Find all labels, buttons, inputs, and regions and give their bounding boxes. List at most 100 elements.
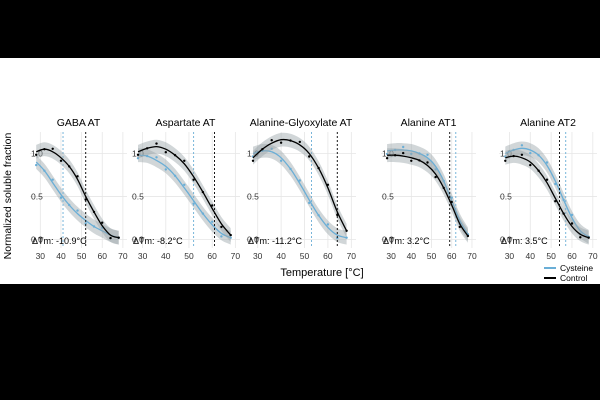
ribbon-cysteine [138, 148, 231, 245]
point-control [537, 169, 540, 172]
point-control [101, 221, 104, 224]
point-control [545, 178, 549, 181]
point-control [251, 159, 255, 162]
x-tick-label: 60 [323, 251, 333, 261]
x-tick-label: 70 [467, 251, 477, 261]
point-cysteine [183, 183, 186, 186]
line-control [35, 148, 119, 239]
point-cysteine [59, 196, 63, 199]
point-control [562, 212, 565, 215]
point-control [466, 234, 470, 238]
point-cysteine [385, 152, 389, 156]
panel-title: GABA AT [57, 117, 101, 129]
y-tick-label: 0.5 [500, 191, 512, 201]
point-control [402, 151, 405, 155]
legend: Cysteine Control [544, 263, 593, 283]
x-tick-label: 40 [56, 251, 66, 261]
x-tick-label: 50 [546, 251, 556, 261]
point-cysteine [570, 213, 574, 217]
x-tick-label: 70 [347, 251, 357, 261]
panel-3: Alanine-Glyoxylate AT0.00.51.030 40 50 60 70… [246, 117, 356, 261]
point-cysteine [146, 154, 149, 158]
point-control [326, 183, 330, 186]
plot-area [499, 132, 597, 248]
point-control [183, 159, 186, 162]
point-control [192, 178, 195, 181]
y-tick-label: 0.0 [382, 234, 394, 244]
x-tick-label: 30 [253, 251, 263, 261]
point-control [35, 153, 38, 156]
point-control [211, 204, 214, 207]
x-axis-label: Temperature [°C] [280, 267, 363, 279]
x-tick-label: 60 [97, 251, 107, 261]
point-cysteine [220, 235, 223, 238]
ribbon-control [387, 148, 468, 243]
point-cysteine [345, 236, 348, 239]
point-cysteine [545, 161, 549, 164]
point-cysteine [76, 209, 79, 212]
point-control [164, 151, 167, 154]
point-control [68, 165, 71, 168]
point-cysteine [393, 148, 397, 152]
point-control [51, 147, 54, 150]
point-control [76, 175, 79, 178]
plot-area [381, 132, 476, 248]
panel-title: Alanine AT1 [401, 117, 457, 129]
line-cysteine [505, 147, 590, 238]
delta-tm-annotation: ΔTm: -11.2°C [248, 236, 302, 246]
legend-label-cysteine: Cysteine [560, 263, 593, 273]
point-control [442, 186, 445, 190]
point-control [418, 159, 421, 162]
point-cysteine [336, 236, 339, 240]
x-tick-label: 40 [407, 251, 417, 261]
point-control [393, 154, 397, 157]
line-cysteine [387, 149, 469, 235]
x-tick-label: 50 [77, 251, 87, 261]
point-control [155, 142, 158, 145]
point-control [426, 161, 429, 164]
point-cysteine [434, 168, 437, 171]
point-control [84, 198, 87, 201]
panel-1: GABA AT 0.0 0.5 1.0 30 40 50 60 70 ΔTm: -10.9°C [30, 117, 128, 261]
ribbon-cysteine [36, 155, 119, 245]
y-tick-label: 0.5 [382, 191, 394, 201]
point-control [434, 175, 437, 179]
point-control [298, 140, 301, 144]
point-cysteine [51, 178, 54, 181]
legend-label-control: Control [560, 273, 588, 283]
delta-tm-annotation: ΔTm: -10.9°C [32, 236, 87, 246]
point-cysteine [410, 152, 413, 156]
y-tick-label: 0.0 [247, 234, 259, 244]
x-tick-label: 30 [36, 251, 46, 261]
y-tick-label: 0.5 [31, 191, 43, 201]
line-cysteine [137, 154, 231, 239]
y-tick-label: 0.0 [500, 234, 512, 244]
ribbon-cysteine [253, 143, 347, 245]
point-control [117, 236, 120, 239]
point-cysteine [537, 154, 540, 157]
point-control [554, 200, 557, 203]
y-tick-label: 1.0 [132, 148, 144, 158]
x-tick-label: 30 [505, 251, 515, 261]
panel-title: Aspartate AT [156, 117, 217, 129]
line-cysteine [252, 150, 347, 239]
y-axis-label: Normalized soluble fraction [2, 133, 14, 260]
point-cysteine [92, 225, 96, 228]
point-cysteine [211, 220, 214, 223]
point-control [317, 166, 320, 170]
point-cysteine [289, 167, 292, 171]
point-cysteine [192, 202, 195, 205]
point-control [579, 236, 582, 239]
point-control [345, 229, 348, 232]
point-control [520, 153, 524, 156]
y-tick-label: 0.5 [247, 191, 259, 201]
point-cysteine [426, 153, 429, 156]
point-control [92, 210, 96, 214]
point-cysteine [418, 152, 421, 155]
point-control [201, 190, 205, 194]
point-cysteine [308, 201, 311, 205]
point-cysteine [155, 156, 158, 159]
point-control [529, 163, 532, 167]
